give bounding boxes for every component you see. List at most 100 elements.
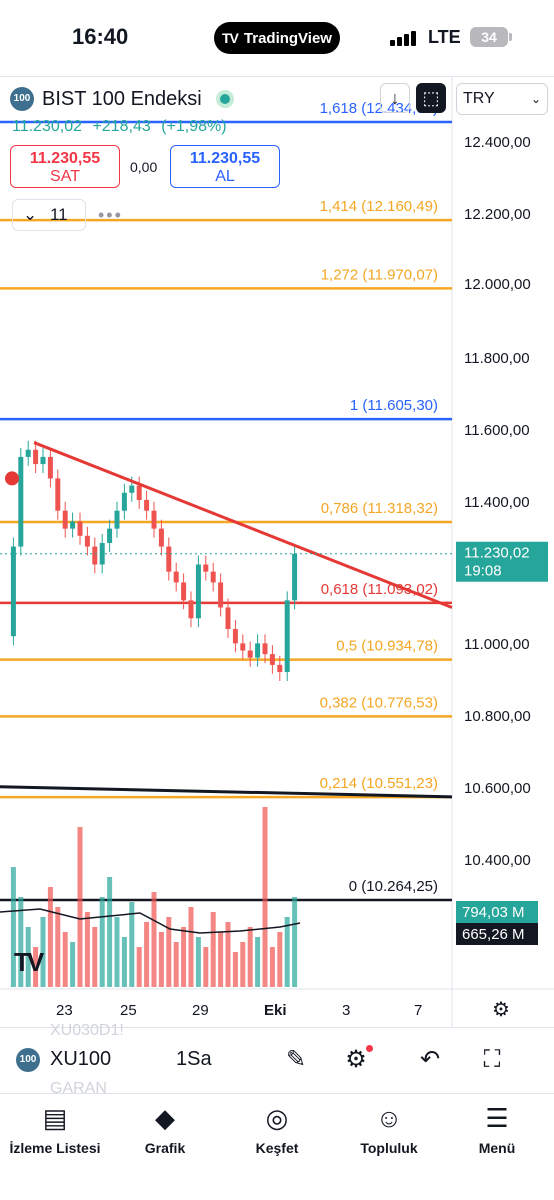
volume-bar [33, 947, 39, 987]
drawing-tools-icon[interactable]: ✎ [285, 1046, 307, 1073]
volume-bar [84, 912, 90, 987]
volume-bar [129, 902, 135, 987]
candle-body [55, 478, 61, 511]
x-axis-tick-label: Eki [264, 1002, 287, 1019]
watchlist-icon: ▤ [42, 1103, 68, 1133]
volume-bar [151, 892, 157, 987]
nav-item-chart[interactable]: ◆ Grafik [110, 1100, 220, 1156]
fullscreen-icon[interactable]: ⬚ [416, 83, 446, 113]
signal-icon [390, 30, 418, 46]
candle-body [92, 546, 98, 565]
fib-level-label: 0,214 (10.551,23) [320, 775, 438, 792]
volume-bar [55, 907, 61, 987]
volume-bar [284, 917, 290, 987]
notification-dot [366, 1045, 373, 1052]
candle-body [33, 449, 39, 465]
price-label-value: 11.230,02 [464, 545, 530, 562]
nav-item-explore[interactable]: ◎ Keşfet [222, 1100, 332, 1156]
volume-bar [269, 947, 275, 987]
fib-level-label: 0 (10.264,25) [349, 878, 438, 895]
volume-bar [173, 942, 179, 987]
nav-item-menu[interactable]: ☰ Menü [442, 1100, 552, 1156]
candle-body [151, 510, 157, 529]
volume-bar [292, 897, 298, 987]
nav-item-community[interactable]: ☺ Topluluk [334, 1100, 444, 1156]
indicators-settings-icon[interactable]: ⚙ [345, 1046, 367, 1073]
fib-level-label: 1,272 (11.970,07) [321, 266, 438, 283]
indicators-toggle[interactable]: ⌄ 11 [12, 199, 86, 231]
volume-bar [262, 807, 268, 987]
price-change-pct: (+1,98%) [161, 118, 227, 135]
candle-body [10, 546, 16, 637]
sell-price: 11.230,55 [29, 150, 101, 167]
bottom-nav: ▤ İzleme Listesi ◆ Grafik ◎ Keşfet ☺ Top… [0, 1093, 554, 1200]
x-axis-tick-label: 23 [56, 1002, 73, 1019]
battery-icon: 34 [470, 27, 512, 47]
volume-bar [99, 897, 105, 987]
app-pill[interactable]: TV TradingView [214, 22, 340, 54]
volume-bar [10, 867, 16, 987]
candle-body [255, 643, 261, 658]
candle-body [188, 600, 194, 619]
ghost-symbol: GARAN [50, 1080, 107, 1097]
volume-label: 794,03 M [462, 904, 525, 921]
volume-bar [107, 877, 113, 987]
y-axis-tick-label: 11.600,00 [464, 422, 530, 439]
compass-icon: ◎ [265, 1103, 289, 1133]
candle-body [107, 528, 113, 543]
y-axis-tick-label: 11.000,00 [464, 636, 530, 653]
x-axis-tick-label: 29 [192, 1002, 209, 1019]
candle-body [166, 546, 172, 572]
chart-area[interactable]: 12.400,00 12.200,00 12.000,00 11.800,00 11.6… [0, 76, 554, 1027]
candle-body [203, 564, 209, 572]
event-marker [5, 471, 19, 486]
chart-icon: ◆ [155, 1103, 175, 1133]
x-axis-tick-label: 7 [414, 1002, 422, 1019]
volume-bar [203, 947, 209, 987]
buy-button[interactable]: 11.230,55 AL [170, 145, 280, 188]
candle-body [225, 607, 231, 630]
interval-selector[interactable]: 1Sa [176, 1048, 212, 1070]
price-label-box [456, 541, 548, 582]
volume-bar [144, 922, 150, 987]
expand-icon[interactable]: ⛶ [483, 1046, 501, 1073]
candle-body [84, 535, 90, 547]
price-change: +218,43 [92, 118, 151, 135]
candle-body [247, 650, 253, 658]
volume-bar [277, 932, 283, 987]
chevron-down-icon: ⌄ [530, 92, 541, 106]
currency-select[interactable]: TRY ⌄ [456, 83, 548, 115]
nav-label: İzleme Listesi [9, 1140, 101, 1156]
symbol-selector[interactable]: XU100 [50, 1048, 112, 1070]
volume-bar [225, 922, 231, 987]
y-axis-tick-label: 11.400,00 [464, 494, 530, 511]
undo-icon[interactable]: ↶ [419, 1046, 441, 1073]
candle-body [277, 664, 283, 673]
price-chart[interactable]: 12.400,00 12.200,00 12.000,00 11.800,00 11.6… [0, 77, 554, 1027]
volume-bar [188, 907, 194, 987]
tradingview-logo-icon: TV [222, 30, 239, 46]
spread-value: 0,00 [130, 159, 158, 175]
candle-body [121, 492, 127, 511]
volume-bar [195, 937, 201, 987]
candle-body [114, 510, 120, 529]
nav-label: Menü [478, 1140, 516, 1156]
volume-bar [62, 932, 68, 987]
symbol-badge: 100 [16, 1048, 40, 1072]
volume-bar [240, 942, 246, 987]
symbol-header[interactable]: 100 BIST 100 Endeksi [10, 87, 234, 111]
sell-button[interactable]: 11.230,55 SAT [10, 145, 120, 188]
app-pill-label: TradingView [243, 29, 332, 47]
candle-body [210, 571, 216, 583]
volume-bar [166, 917, 172, 987]
more-icon[interactable]: ••• [98, 205, 123, 225]
nav-item-watchlist[interactable]: ▤ İzleme Listesi [0, 1100, 110, 1156]
candle-body [99, 542, 105, 565]
symbol-name[interactable]: BIST 100 Endeksi [42, 87, 202, 110]
volume-bar [232, 952, 238, 987]
arrow-down-icon[interactable]: ↓ [380, 83, 410, 113]
y-axis-tick-label: 10.600,00 [464, 780, 531, 797]
buy-price: 11.230,55 [189, 150, 261, 167]
candle-body [62, 510, 68, 529]
candle-body [144, 499, 150, 511]
